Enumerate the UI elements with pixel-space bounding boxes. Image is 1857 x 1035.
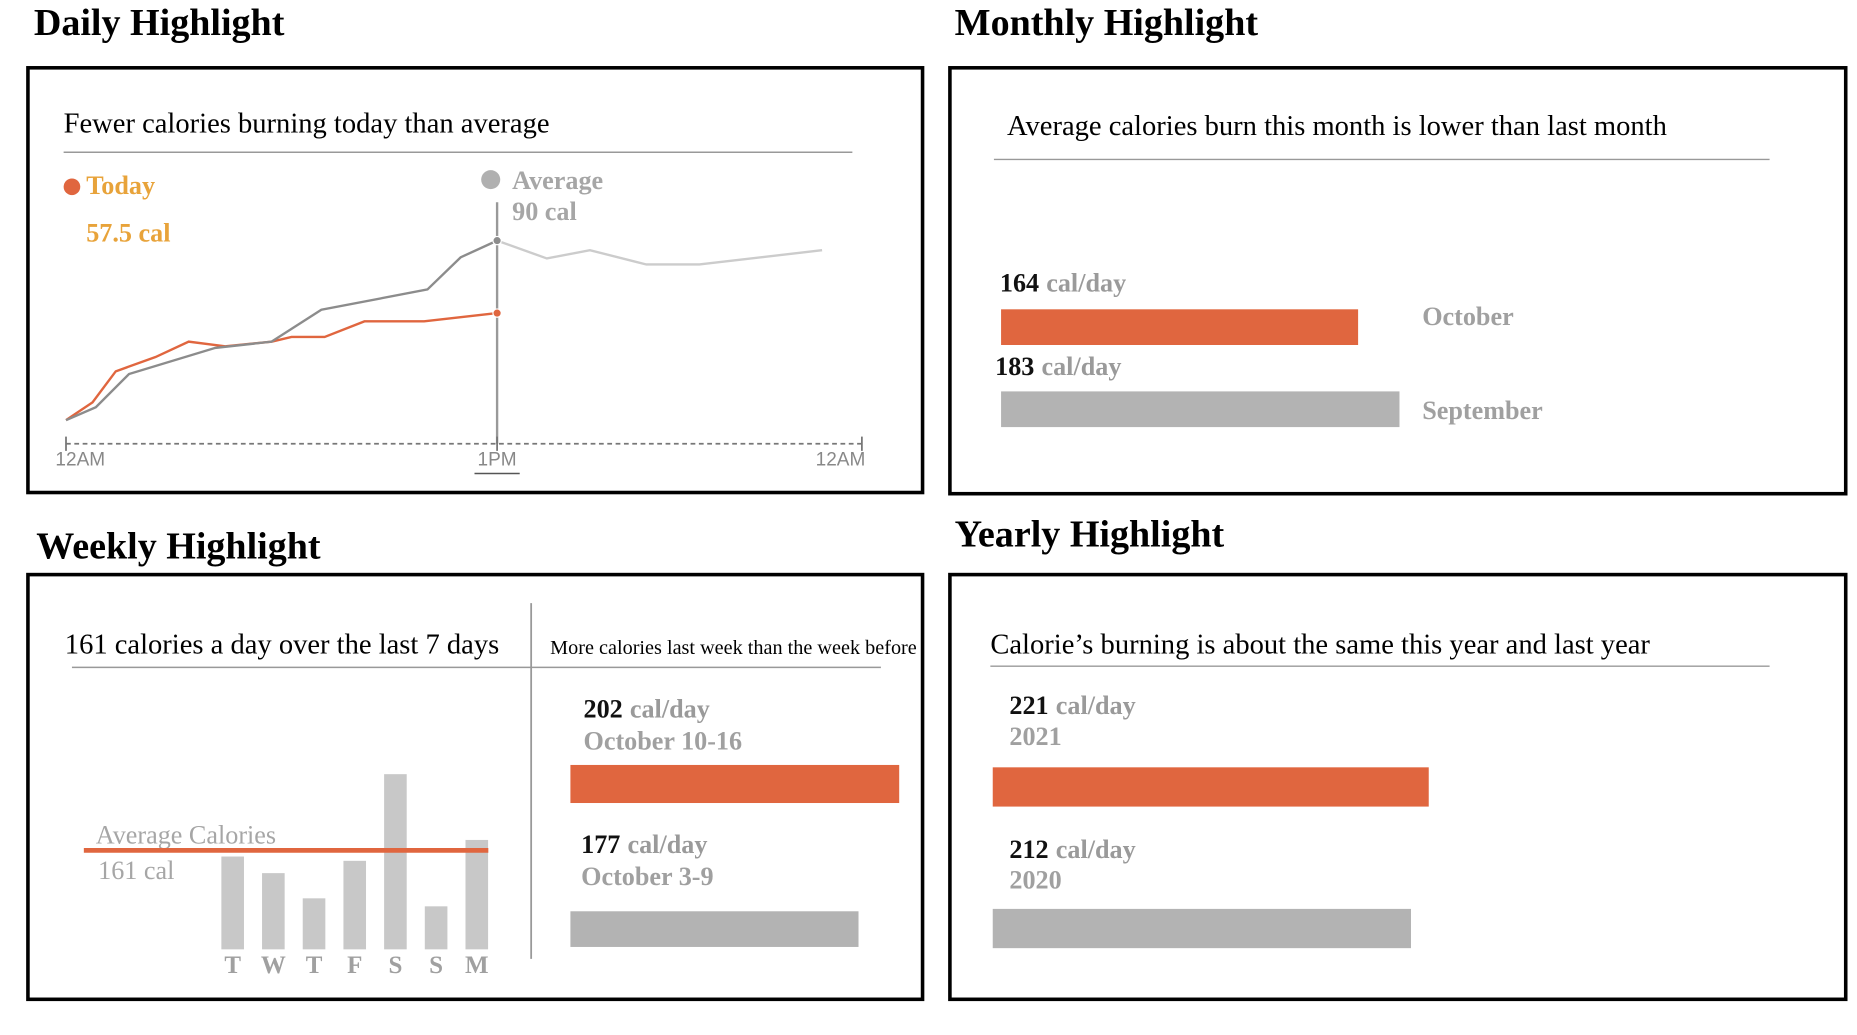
weekly-panel — [26, 572, 925, 1002]
value-number: 202 — [583, 694, 622, 723]
line-past — [65, 311, 498, 422]
value-label: 221 cal/day — [1009, 691, 1135, 720]
bar — [570, 911, 859, 947]
value-unit: cal/day — [1041, 352, 1121, 381]
legend-label: Today — [86, 171, 155, 200]
x-tick-label: T — [224, 952, 241, 979]
category-label: October 10-16 — [583, 727, 742, 756]
value-label: 183 cal/day — [995, 352, 1121, 381]
panel-heading: Weekly Highlight — [36, 525, 321, 567]
x-tick-label: 1PM — [478, 449, 517, 470]
bar — [570, 764, 900, 804]
line-future — [496, 239, 823, 266]
current-dot — [492, 235, 502, 246]
current-label: 57.5 cal — [86, 219, 170, 248]
value-number: 177 — [581, 830, 620, 859]
value-number: 164 — [1000, 269, 1039, 298]
legend-dot — [63, 178, 81, 196]
value-unit: cal/day — [1056, 835, 1136, 864]
value-label: 212 cal/day — [1009, 835, 1135, 864]
bar — [465, 839, 489, 950]
value-number: 212 — [1009, 835, 1048, 864]
subtitle: 161 calories a day over the last 7 days — [65, 630, 499, 661]
x-tick-label: 12AM — [816, 449, 866, 470]
subtitle: More calories last week than the week be… — [550, 637, 917, 659]
bar — [992, 908, 1411, 949]
subtitle: Calorie’s burning is about the same this… — [990, 630, 1650, 661]
value-label: 164 cal/day — [1000, 269, 1126, 298]
bar — [1001, 309, 1359, 345]
x-tick-label: M — [465, 952, 489, 979]
monthly-panel — [948, 66, 1848, 496]
x-tick-label: W — [261, 952, 286, 979]
value-label: 202 cal/day — [583, 694, 709, 723]
subtitle: Average calories burn this month is lowe… — [1007, 111, 1667, 142]
panel-heading: Daily Highlight — [34, 2, 285, 44]
value-number: 183 — [995, 352, 1034, 381]
average-name: Average Calories — [96, 820, 276, 849]
legend-dot — [481, 170, 501, 190]
x-tick-label: S — [429, 952, 443, 979]
line-past — [65, 239, 498, 422]
current-label: 90 cal — [512, 197, 577, 226]
category-label: 2020 — [1009, 866, 1061, 895]
legend-label: Average — [512, 166, 603, 195]
category-label: September — [1422, 396, 1543, 425]
bar — [221, 856, 244, 950]
x-tick-label: T — [306, 952, 323, 979]
value-number: 221 — [1009, 691, 1048, 720]
category-label: October 3-9 — [581, 862, 713, 891]
bar — [992, 767, 1429, 807]
bar — [302, 898, 326, 950]
value-unit: cal/day — [627, 830, 707, 859]
yearly-panel — [948, 572, 1848, 1002]
panel-heading: Yearly Highlight — [955, 513, 1225, 555]
bar — [424, 906, 448, 950]
daily-panel — [26, 66, 925, 495]
bar — [343, 860, 367, 950]
subtitle: Fewer calories burning today than averag… — [64, 109, 550, 140]
category-label: October — [1422, 302, 1514, 331]
current-dot — [492, 308, 502, 318]
average-label: 161 cal — [98, 856, 174, 885]
value-unit: cal/day — [1046, 269, 1126, 298]
panel-heading: Monthly Highlight — [955, 2, 1259, 44]
x-tick-label: 12AM — [55, 449, 105, 470]
bar — [384, 774, 407, 950]
value-unit: cal/day — [1056, 691, 1136, 720]
bar — [1001, 391, 1400, 428]
value-label: 177 cal/day — [581, 830, 707, 859]
x-tick-label: F — [347, 952, 362, 979]
x-tick-label: S — [388, 952, 402, 979]
value-unit: cal/day — [630, 694, 710, 723]
category-label: 2021 — [1009, 722, 1061, 751]
bar — [262, 873, 285, 950]
